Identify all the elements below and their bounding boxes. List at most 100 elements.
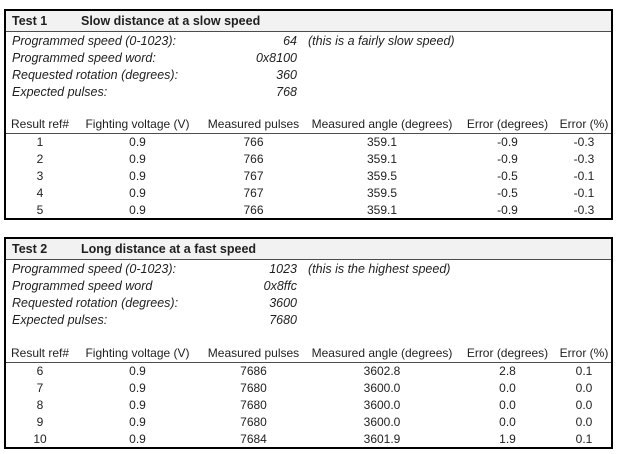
cell: 1	[36, 134, 44, 149]
param-value: 1023	[269, 261, 297, 276]
column-header: Fighting voltage (V)	[74, 115, 201, 134]
param-value: 360	[276, 67, 297, 82]
test-1-title: Slow distance at a slow speed	[81, 14, 261, 28]
test-2-id: Test 2	[12, 242, 48, 256]
param-row: Requested rotation (degrees): 360	[6, 66, 611, 83]
cell: 359.1	[366, 202, 398, 217]
cell: 0.9	[129, 431, 146, 446]
table-row: 7 0.9 7680 3600.0 0.0 0.0	[6, 380, 611, 397]
cell: 359.5	[366, 168, 398, 183]
cell: 2	[36, 151, 44, 166]
cell: 766	[243, 151, 264, 166]
column-header: Result ref#	[6, 344, 74, 363]
cell: 0.9	[129, 168, 146, 183]
cell: 3600.0	[363, 397, 401, 412]
cell: 3601.9	[363, 431, 401, 446]
cell: 6	[36, 363, 44, 378]
table-row: 2 0.9 766 359.1 -0.9 -0.3	[6, 151, 611, 168]
param-row: Expected pulses: 768	[6, 83, 611, 100]
table-row: 9 0.9 7680 3600.0 0.0 0.0	[6, 414, 611, 431]
param-row: Requested rotation (degrees): 3600	[6, 294, 611, 311]
param-value: 0x8ffc	[263, 278, 297, 293]
cell: 0.0	[499, 414, 516, 429]
column-header: Measured angle (degrees)	[306, 344, 458, 363]
param-note: (this is the highest speed)	[308, 261, 451, 276]
test-2-title: Long distance at a fast speed	[81, 242, 257, 256]
cell: -0.9	[497, 202, 518, 217]
cell: 0.9	[129, 151, 146, 166]
table-row: 3 0.9 767 359.5 -0.5 -0.1	[6, 168, 611, 185]
cell: 3	[36, 168, 44, 183]
cell: 0.9	[129, 397, 146, 412]
cell: 359.5	[366, 185, 398, 200]
cell: -0.1	[573, 168, 595, 183]
param-label: Programmed speed (0-1023):	[12, 33, 176, 48]
param-label: Requested rotation (degrees):	[12, 295, 179, 310]
param-label: Programmed speed (0-1023):	[12, 261, 176, 276]
cell: 767	[243, 168, 264, 183]
cell: -0.5	[497, 168, 518, 183]
param-value: 768	[276, 84, 297, 99]
column-header: Error (degrees)	[458, 115, 557, 134]
cell: 7680	[240, 397, 267, 412]
param-row: Programmed speed (0-1023): 64 (this is a…	[6, 32, 611, 49]
cell: 7	[36, 380, 44, 395]
cell: 0.9	[129, 185, 146, 200]
cell: 359.1	[366, 151, 398, 166]
table-row: 1 0.9 766 359.1 -0.9 -0.3	[6, 133, 611, 151]
cell: 0.9	[129, 414, 146, 429]
cell: 2.8	[499, 363, 516, 378]
param-row: Programmed speed word: 0x8100	[6, 49, 611, 66]
column-header: Measured pulses	[201, 115, 306, 134]
param-value: 7680	[269, 312, 297, 327]
cell: -0.3	[573, 134, 595, 149]
cell: -0.9	[497, 134, 518, 149]
cell: 359.1	[366, 134, 398, 149]
cell: 766	[243, 202, 264, 217]
cell: -0.3	[573, 202, 595, 217]
cell: -0.9	[497, 151, 518, 166]
cell: 0.1	[575, 363, 593, 378]
table-header-row: Result ref# Fighting voltage (V) Measure…	[6, 344, 611, 363]
test-1-results-table: Result ref# Fighting voltage (V) Measure…	[6, 115, 611, 219]
table-row: 10 0.9 7684 3601.9 1.9 0.1	[6, 431, 611, 448]
cell: 3602.8	[363, 363, 401, 378]
cell: 9	[36, 414, 44, 429]
param-row: Expected pulses: 7680	[6, 311, 611, 328]
cell: 0.0	[499, 397, 516, 412]
param-label: Programmed speed word	[12, 278, 153, 293]
cell: 5	[36, 202, 44, 217]
cell: 1.9	[499, 431, 516, 446]
cell: 0.9	[129, 380, 146, 395]
param-label: Requested rotation (degrees):	[12, 67, 179, 82]
cell: 0.9	[129, 202, 146, 217]
cell: 3600.0	[363, 380, 401, 395]
cell: -0.1	[573, 185, 595, 200]
cell: 0.0	[575, 397, 593, 412]
param-row: Programmed speed word 0x8ffc	[6, 277, 611, 294]
param-value: 64	[283, 33, 297, 48]
cell: 7684	[240, 431, 267, 446]
cell: 7680	[240, 380, 267, 395]
cell: 3600.0	[363, 414, 401, 429]
cell: 0.0	[575, 414, 593, 429]
test-2-panel: Test 2 Long distance at a fast speed Pro…	[4, 237, 613, 449]
column-header: Error (%)	[557, 115, 611, 134]
param-value: 3600	[269, 295, 297, 310]
column-header: Error (%)	[557, 344, 611, 363]
table-header-row: Result ref# Fighting voltage (V) Measure…	[6, 115, 611, 134]
cell: 0.9	[129, 134, 146, 149]
test-2-title-row: Test 2 Long distance at a fast speed	[6, 239, 611, 260]
param-label: Programmed speed word:	[12, 50, 156, 65]
param-row: Programmed speed (0-1023): 1023 (this is…	[6, 260, 611, 277]
column-header: Error (degrees)	[458, 344, 557, 363]
cell: -0.3	[573, 151, 595, 166]
cell: 0.0	[499, 380, 516, 395]
cell: 4	[36, 185, 44, 200]
cell: 766	[243, 134, 264, 149]
param-label: Expected pulses:	[12, 84, 108, 99]
test-1-panel: Test 1 Slow distance at a slow speed Pro…	[4, 9, 613, 220]
cell: -0.5	[497, 185, 518, 200]
column-header: Measured pulses	[201, 344, 306, 363]
column-header: Measured angle (degrees)	[306, 115, 458, 134]
